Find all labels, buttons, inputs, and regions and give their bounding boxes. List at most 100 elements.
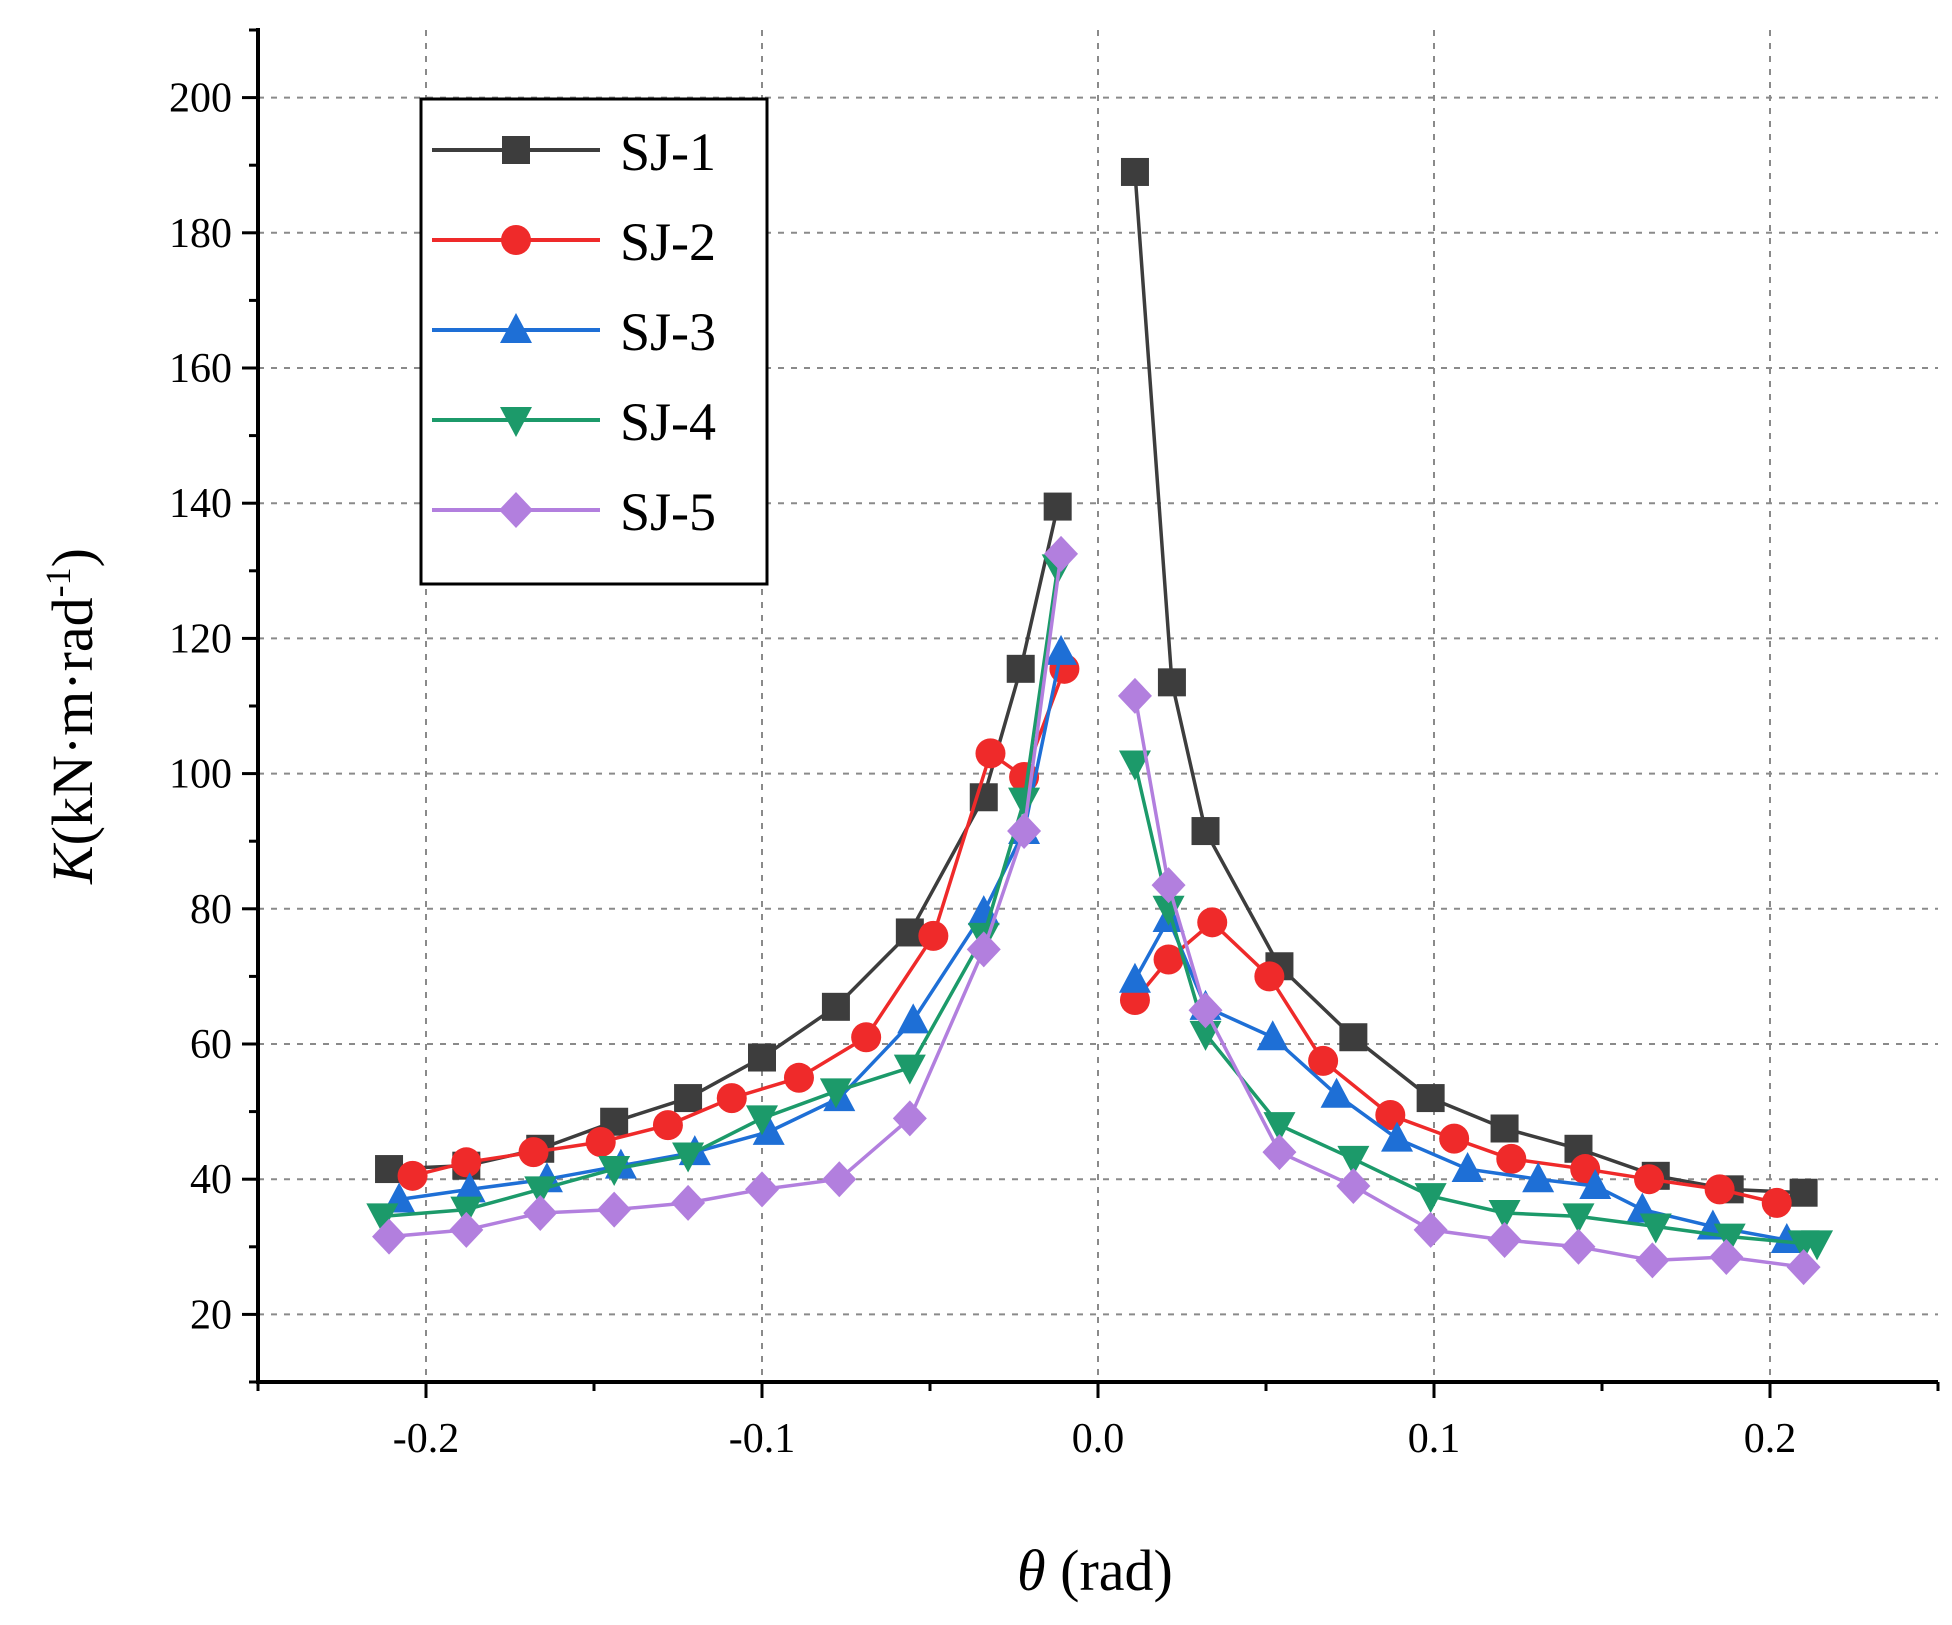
data-point [1488,1200,1521,1230]
y-axis-unit-exponent: -1 [38,567,78,597]
data-point [1044,535,1079,572]
legend-marker [501,225,531,255]
y-tick-label: 200 [169,76,232,122]
legend-label: SJ-1 [620,122,716,182]
y-tick-label: 140 [169,481,232,527]
y-tick-label: 180 [169,211,232,257]
data-point [598,1156,631,1187]
data-point [597,1191,632,1228]
data-point [897,1003,930,1034]
series-sj-5 [372,535,1821,1286]
y-tick-label: 100 [169,752,232,798]
data-point [821,992,850,1021]
data-point [1786,1249,1821,1286]
data-point [585,1127,616,1158]
series-sj-2 [397,653,1792,1218]
data-point [1635,1242,1670,1279]
legend-label: SJ-5 [620,482,716,542]
data-point [1118,750,1151,781]
data-point [1789,1178,1818,1207]
x-axis-unit: (rad) [1046,1538,1173,1603]
legend-label: SJ-3 [620,302,716,362]
legend-marker [500,313,532,343]
data-point [1375,1099,1406,1130]
series-line-negative [398,651,1063,1202]
data-point [1045,634,1078,665]
series-line-negative [388,553,1063,1239]
data-point [524,1176,557,1207]
data-point [892,1100,927,1137]
data-point [1188,992,1223,1029]
y-axis-unit-close: ) [40,548,105,567]
axes [242,28,1940,1398]
data-point [1770,1223,1803,1254]
legend-item: SJ-5 [432,482,716,542]
legend-marker [500,407,532,437]
data-point [1522,1162,1555,1193]
data-point [1191,817,1220,846]
data-point [366,1203,399,1234]
data-point [819,1078,852,1109]
series-line-positive [1133,171,1804,1195]
legend-marker [502,136,530,164]
x-tick-label: -0.2 [393,1416,460,1462]
legend-item: SJ-4 [432,392,716,452]
y-tick-label: 80 [190,887,232,933]
data-point [967,895,1000,926]
data-point [851,1022,882,1053]
data-point [1007,813,1042,850]
y-tick-label: 60 [190,1022,232,1068]
data-point [1320,1077,1353,1108]
x-axis-symbol: θ [1017,1538,1046,1603]
y-axis-title: K(kN·m·rad-1) [38,548,105,885]
data-point [1439,1123,1470,1154]
data-point [1709,1238,1744,1275]
data-point [966,931,1001,968]
data-point [1339,1023,1368,1052]
data-point [450,1196,483,1227]
data-point [1262,1134,1297,1171]
x-tick-label: 0.1 [1408,1416,1461,1462]
legend-item: SJ-3 [432,302,716,362]
data-point [1337,1145,1370,1176]
data-point [1151,867,1186,904]
data-point [1801,1230,1834,1261]
data-point [1704,1174,1735,1205]
y-tick-label: 120 [169,616,232,662]
data-point [1414,1183,1447,1214]
data-point [1336,1167,1371,1204]
data-point [397,1160,428,1191]
data-point [745,1171,779,1208]
data-point [1634,1164,1665,1195]
legend-marker [499,492,533,528]
data-point [1451,1152,1484,1183]
y-axis-symbol: K [40,842,105,885]
data-point [1487,1222,1522,1259]
legend-label: SJ-4 [620,392,716,452]
data-point [1254,961,1285,992]
data-point [652,1110,683,1141]
data-point [451,1147,482,1178]
data-point [1496,1143,1527,1174]
legend-box [419,97,769,586]
tick-labels: 20 40 60 80 100 120 140 160 180 200 -0.2 -0.1 0.0 0.1… [169,76,1796,1462]
data-point [716,1083,747,1114]
y-axis-unit: (kN·m·rad [40,597,105,845]
legend-item: SJ-2 [432,212,716,272]
series-sj-4 [366,554,1834,1261]
data-point [1561,1228,1596,1265]
series-line-negative [382,567,1060,1219]
series-layer [366,157,1834,1286]
data-point [372,1218,407,1255]
data-point [975,738,1006,769]
y-tick-label: 20 [190,1292,232,1338]
data-point [1157,668,1186,697]
x-tick-label: 0.0 [1072,1416,1125,1462]
legend-item: SJ-1 [432,122,716,182]
data-point [1416,1084,1445,1113]
legend-label: SJ-2 [620,212,716,272]
data-point [1761,1187,1792,1218]
legend: SJ-1 SJ-2 SJ-3 SJ-4 SJ-5 [419,97,769,586]
data-point [746,1105,778,1136]
